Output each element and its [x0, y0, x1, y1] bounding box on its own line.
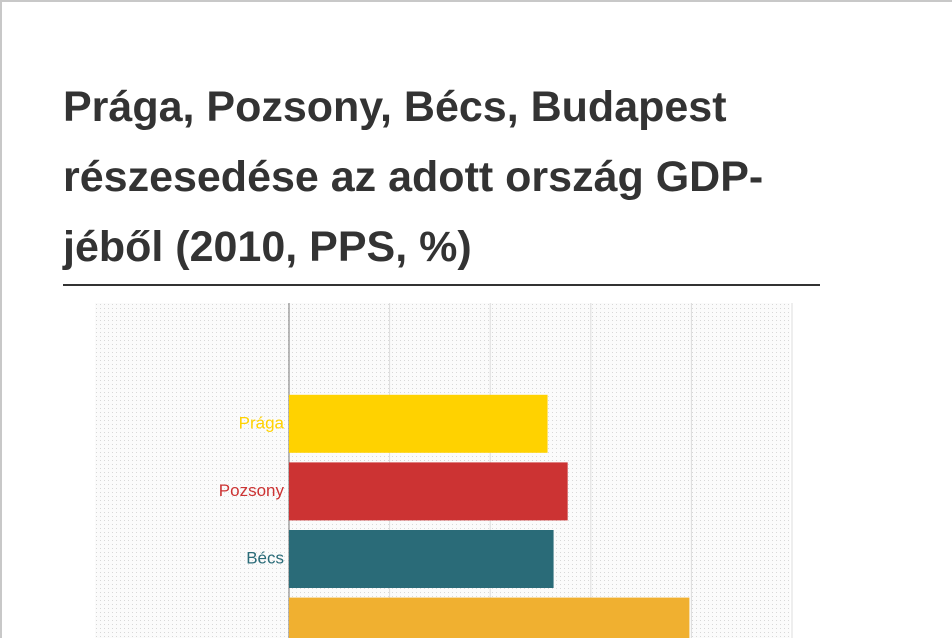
y-tick-label: Pozsony — [219, 481, 285, 500]
bar — [289, 394, 548, 453]
bar — [289, 530, 554, 588]
chart-title: Prága, Pozsony, Bécs, Budapest részesedé… — [63, 72, 820, 286]
bar — [289, 462, 568, 521]
y-tick-label: Bécs — [246, 548, 284, 567]
y-tick-label: Prága — [239, 413, 285, 432]
bar — [289, 597, 690, 638]
